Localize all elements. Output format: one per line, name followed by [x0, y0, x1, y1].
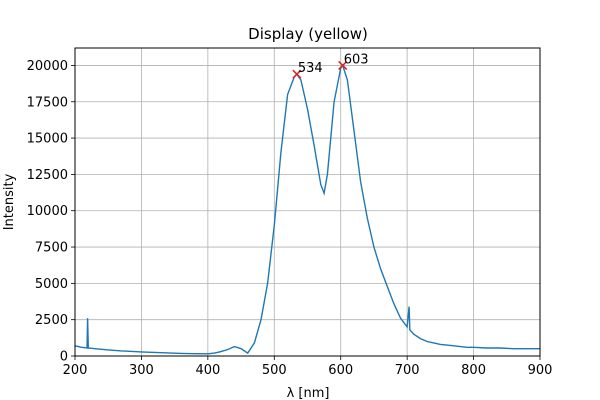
- x-tick-label: 800: [461, 363, 486, 378]
- x-tick-label: 400: [195, 363, 220, 378]
- x-tick-label: 300: [129, 363, 154, 378]
- x-tick-label: 600: [328, 363, 353, 378]
- peak-label: 534: [298, 61, 323, 76]
- y-axis-label: Intensity: [2, 173, 17, 230]
- y-tick-label: 2500: [35, 313, 68, 328]
- y-tick-label: 12500: [27, 168, 68, 183]
- chart-title: Display (yellow): [248, 25, 368, 43]
- y-tick-label: 0: [60, 350, 68, 365]
- y-tick-label: 20000: [27, 59, 68, 74]
- y-tick-label: 15000: [27, 132, 68, 147]
- x-tick-label: 500: [262, 363, 287, 378]
- x-tick-label: 900: [528, 363, 553, 378]
- y-tick-label: 17500: [27, 95, 68, 110]
- y-tick-label: 10000: [27, 204, 68, 219]
- plot-frame: [74, 47, 541, 357]
- peak-marker: [292, 69, 302, 79]
- y-tick-label: 5000: [35, 277, 68, 292]
- x-axis-label: λ [nm]: [287, 386, 330, 400]
- grid: [74, 48, 541, 357]
- series-line: [74, 63, 540, 355]
- y-tick-label: 7500: [35, 241, 68, 256]
- x-tick-label: 700: [395, 363, 420, 378]
- peak-label: 603: [344, 52, 369, 67]
- x-axis-ticks: 200 300 400 500 600 700 800 900: [63, 356, 553, 378]
- peak-markers: 534 603: [292, 52, 369, 79]
- peak-marker: [338, 60, 348, 70]
- y-axis-ticks: 0 2500 5000 7500 10000 12500 15000 17500 20000: [27, 59, 75, 365]
- x-tick-label: 200: [63, 363, 88, 378]
